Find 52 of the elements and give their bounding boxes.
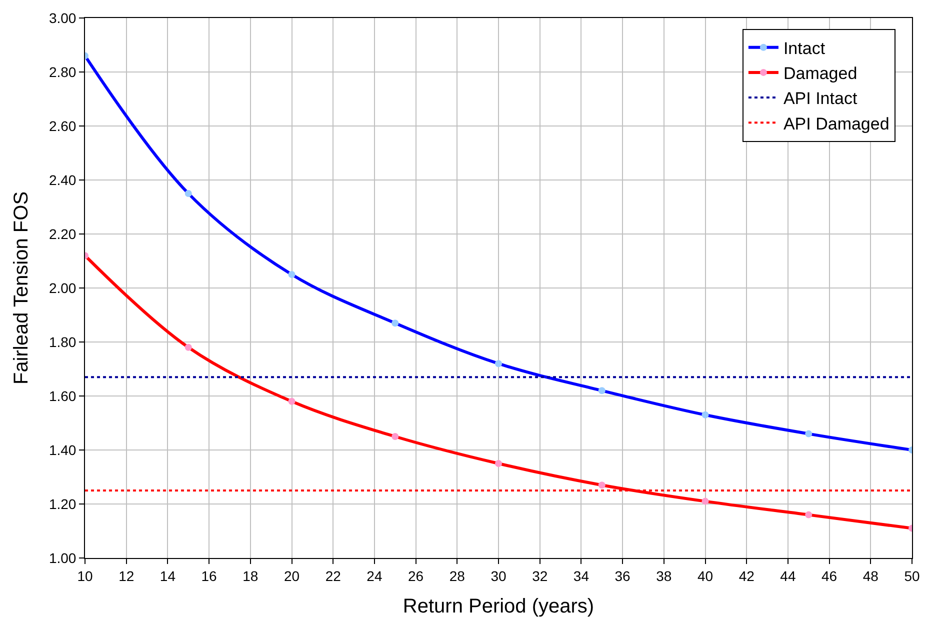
- x-tick-label: 20: [284, 568, 300, 584]
- point: [702, 411, 709, 418]
- point: [288, 271, 296, 278]
- legend-label: Damaged: [783, 64, 858, 84]
- point: [495, 460, 502, 467]
- y-tick-label: 2.80: [48, 64, 76, 80]
- y-axis-title: Fairlead Tension FOS: [10, 191, 32, 385]
- x-tick-label: 28: [449, 568, 466, 584]
- x-tick-label: 16: [201, 568, 218, 584]
- x-tick-label: 44: [780, 568, 796, 584]
- point: [392, 433, 399, 440]
- x-tick-label: 42: [738, 568, 755, 584]
- x-tick-label: 30: [490, 568, 506, 584]
- x-tick-label: 18: [242, 568, 258, 584]
- point: [598, 387, 606, 394]
- point: [702, 498, 709, 505]
- x-axis-title: Return Period (years): [402, 595, 594, 618]
- x-tick-label: 48: [862, 568, 879, 584]
- y-tick-label: 1.80: [48, 334, 76, 350]
- x-tick-label: 14: [160, 568, 176, 584]
- y-tick-label: 1.20: [48, 496, 76, 512]
- y-tick-label: 2.60: [48, 118, 76, 134]
- legend-label: API Intact: [783, 89, 858, 108]
- y-tick-label: 1.00: [48, 550, 76, 566]
- point: [184, 190, 192, 197]
- y-tick-label: 1.60: [48, 388, 76, 404]
- point: [598, 482, 606, 489]
- y-tick-label: 2.40: [48, 172, 76, 188]
- x-tick-label: 50: [904, 568, 920, 584]
- x-tick-label: 22: [325, 568, 342, 584]
- x-tick-label: 24: [366, 568, 382, 584]
- point: [495, 360, 502, 368]
- x-tick-label: 10: [77, 568, 93, 584]
- point: [805, 511, 812, 518]
- point: [805, 430, 812, 438]
- x-tick-label: 46: [822, 568, 838, 584]
- x-tick-label: 34: [573, 568, 590, 584]
- x-tick-label: 12: [118, 568, 134, 584]
- y-tick-label: 1.40: [48, 442, 76, 458]
- x-tick-label: 32: [532, 568, 548, 584]
- legend-label: Intact: [783, 38, 826, 58]
- x-tick-label: 40: [697, 568, 714, 584]
- legend-label: API Damaged: [783, 114, 890, 134]
- x-tick-label: 36: [614, 568, 631, 584]
- y-tick-label: 2.20: [48, 226, 76, 242]
- point: [392, 320, 399, 327]
- y-tick-label: 2.00: [48, 280, 76, 296]
- x-tick-label: 38: [656, 568, 672, 584]
- x-tick-label: 26: [408, 568, 424, 584]
- point: [184, 344, 192, 351]
- point: [288, 398, 296, 405]
- y-tick-label: 3.00: [48, 10, 76, 26]
